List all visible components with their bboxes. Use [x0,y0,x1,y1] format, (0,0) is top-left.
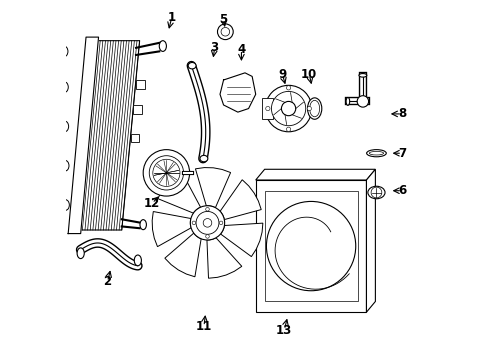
Ellipse shape [369,152,384,155]
Circle shape [206,235,209,238]
Bar [265,191,358,301]
Ellipse shape [61,121,69,132]
Text: 5: 5 [220,13,228,26]
Ellipse shape [60,82,68,93]
Circle shape [307,107,312,111]
Text: 2: 2 [103,275,112,288]
Polygon shape [68,37,98,234]
Circle shape [357,96,368,107]
Circle shape [203,219,212,227]
Bar [136,80,145,89]
Circle shape [266,107,270,111]
Ellipse shape [77,248,84,258]
Ellipse shape [200,156,208,162]
Circle shape [266,85,312,132]
Polygon shape [220,223,263,257]
Bar [130,134,140,143]
Text: 10: 10 [301,68,318,81]
Bar [256,180,367,312]
Ellipse shape [359,73,367,77]
Text: 11: 11 [196,320,212,333]
Circle shape [281,102,296,116]
Ellipse shape [346,98,350,105]
Bar [133,105,142,114]
Polygon shape [367,169,375,312]
Ellipse shape [61,160,69,171]
Polygon shape [196,168,231,208]
Text: 4: 4 [237,43,245,56]
Text: 9: 9 [278,68,287,81]
Text: 13: 13 [276,324,293,337]
Circle shape [287,86,291,90]
Circle shape [153,159,180,186]
Circle shape [149,156,184,190]
Circle shape [220,221,223,225]
Ellipse shape [188,63,196,69]
Ellipse shape [159,41,167,51]
Text: 12: 12 [144,197,160,210]
Text: 7: 7 [398,147,406,160]
Polygon shape [207,238,242,278]
Polygon shape [77,41,140,230]
Circle shape [371,187,382,198]
Text: 8: 8 [398,107,406,120]
Polygon shape [220,73,256,112]
Ellipse shape [61,200,70,210]
Text: 3: 3 [211,41,219,54]
Circle shape [206,207,209,211]
Ellipse shape [140,220,147,230]
Circle shape [218,24,233,40]
Polygon shape [256,169,375,180]
Circle shape [267,202,356,291]
Text: 1: 1 [168,11,176,24]
Polygon shape [152,212,191,247]
Bar [262,98,272,119]
Ellipse shape [134,255,142,266]
Polygon shape [165,233,201,277]
Polygon shape [220,180,261,220]
Ellipse shape [310,100,319,117]
Circle shape [192,221,196,225]
Ellipse shape [308,98,322,119]
Ellipse shape [367,150,386,157]
Polygon shape [158,174,200,213]
Circle shape [143,150,190,196]
Circle shape [271,91,306,126]
Circle shape [190,206,224,240]
Ellipse shape [60,46,68,57]
Circle shape [221,27,230,36]
Ellipse shape [368,186,385,199]
Text: 6: 6 [398,184,406,197]
Circle shape [287,127,291,131]
Circle shape [196,211,219,234]
